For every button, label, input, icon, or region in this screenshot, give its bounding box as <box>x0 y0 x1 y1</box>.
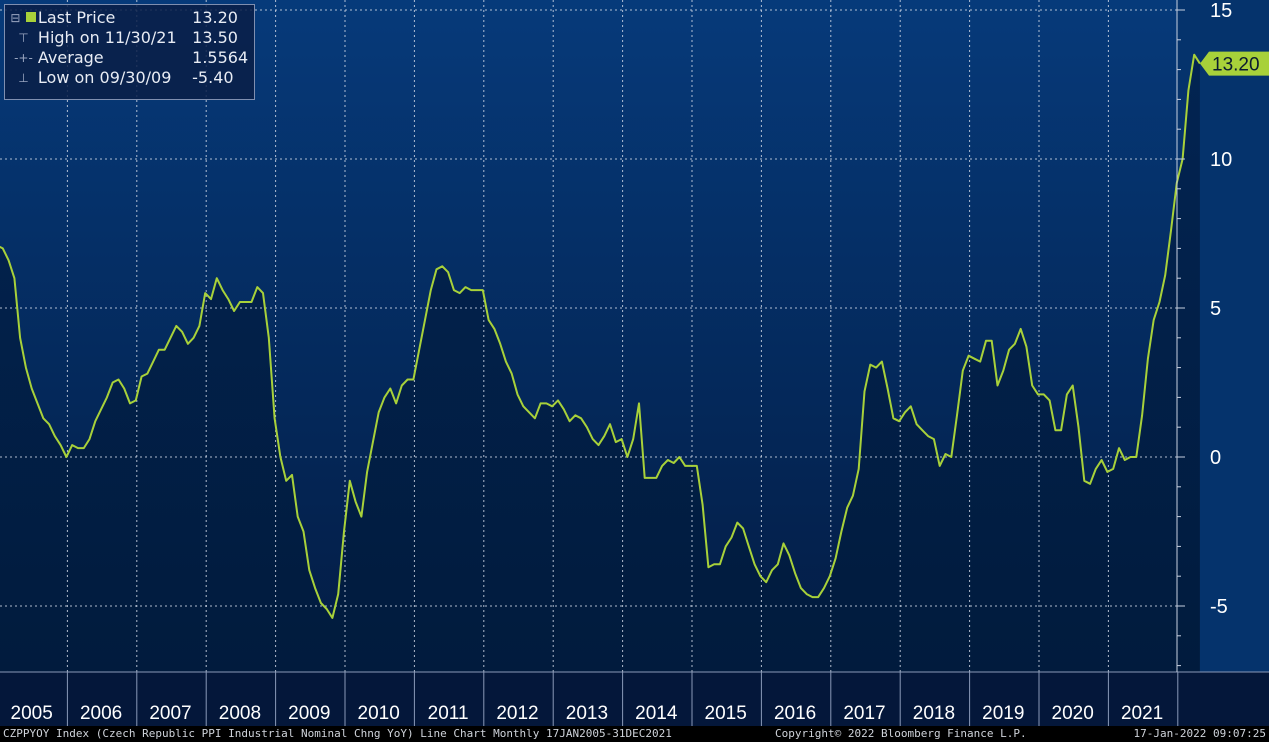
x-tick-label: 2010 <box>358 703 400 724</box>
legend-label: Low on 09/30/09 <box>37 68 172 87</box>
footer-timestamp: 17-Jan-2022 09:07:25 <box>1133 727 1266 740</box>
legend-value: 1.5564 <box>192 48 249 67</box>
x-tick-label: 2008 <box>219 703 261 724</box>
average-marker-icon: -+- <box>14 51 33 65</box>
last-price-tag <box>1200 51 1269 76</box>
line-chart: 2005 2006 2007 2008 2009 2010 2011 2012 2013 2014… <box>0 0 1269 726</box>
legend-row-average: -+- Average 1.5564 <box>9 48 250 68</box>
x-tick-label: 2005 <box>11 703 53 724</box>
legend-row-last-price: ⊟ Last Price 13.20 <box>9 8 250 28</box>
y-tick-label: 0 <box>1210 447 1221 469</box>
footer-copyright: Copyright© 2022 Bloomberg Finance L.P. <box>775 727 1027 740</box>
y-tick-label: 5 <box>1210 298 1221 320</box>
x-tick-label: 2015 <box>705 703 747 724</box>
x-tick-label: 2014 <box>635 703 678 724</box>
x-tick-label: 2019 <box>982 703 1024 724</box>
legend-row-low: ⊥ Low on 09/30/09 -5.40 <box>9 68 250 88</box>
x-tick-label: 2009 <box>288 703 330 724</box>
x-tick-label: 2012 <box>496 703 538 724</box>
x-tick-label: 2021 <box>1121 703 1163 724</box>
x-tick-label: 2016 <box>774 703 816 724</box>
last-price-tag-label: 13.20 <box>1212 55 1260 76</box>
x-tick-label: 2013 <box>566 703 608 724</box>
series-line-last-price <box>0 53 1201 619</box>
y-tick-label: -5 <box>1210 596 1228 618</box>
footer-description: CZPPYOY Index (Czech Republic PPI Indust… <box>3 727 672 740</box>
legend-label: Average <box>37 48 104 67</box>
x-tick-label: 2006 <box>80 703 122 724</box>
legend-value: -5.40 <box>192 68 234 87</box>
legend-box: ⊟ Last Price 13.20 ⊤ High on 11/30/21 13… <box>4 4 255 100</box>
x-tick-label: 2011 <box>428 703 469 724</box>
series-area-fill <box>0 54 1200 672</box>
legend-row-high: ⊤ High on 11/30/21 13.50 <box>9 28 250 48</box>
x-tick-label: 2007 <box>149 703 191 724</box>
chart-footer: CZPPYOY Index (Czech Republic PPI Indust… <box>0 726 1269 742</box>
square-marker-icon: ⊟ <box>9 8 38 28</box>
low-marker-icon: ⊥ <box>18 71 29 85</box>
x-tick-label: 2018 <box>913 703 955 724</box>
x-tick-label: 2017 <box>843 703 885 724</box>
y-tick-label: 10 <box>1210 149 1232 171</box>
legend-value: 13.50 <box>192 28 238 47</box>
legend-label: High on 11/30/21 <box>37 28 177 47</box>
y-tick-label: 15 <box>1210 0 1232 22</box>
legend-value: 13.20 <box>192 8 238 27</box>
x-tick-label: 2020 <box>1052 703 1094 724</box>
x-axis-band <box>0 672 1269 726</box>
high-marker-icon: ⊤ <box>18 31 29 45</box>
legend-label: Last Price <box>37 8 116 27</box>
